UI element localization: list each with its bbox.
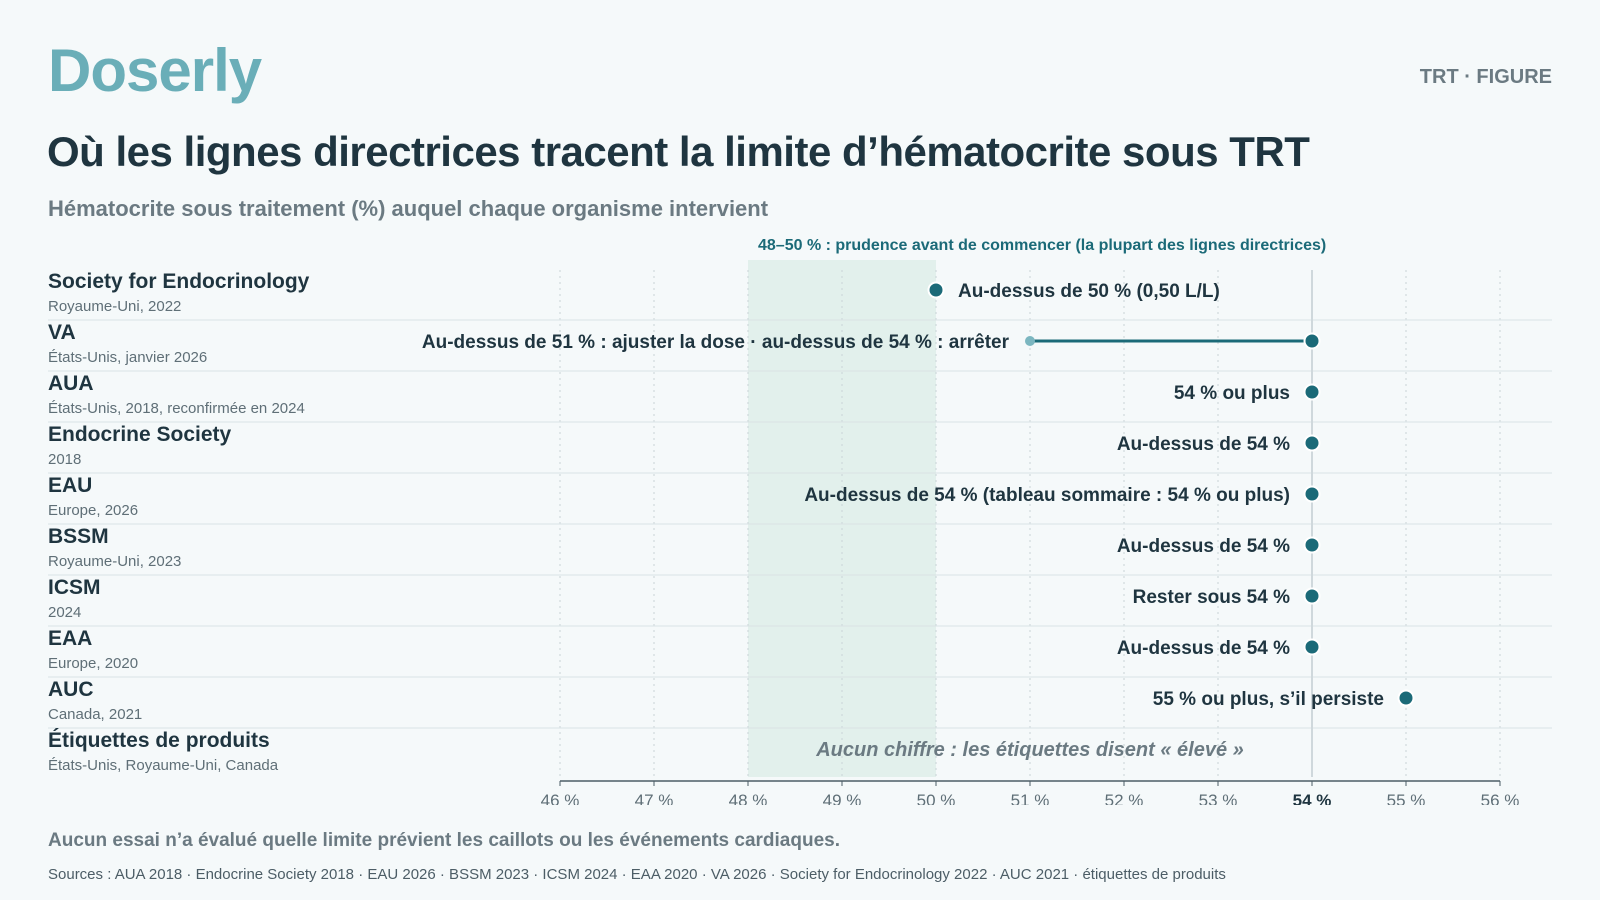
threshold-point <box>1303 383 1321 401</box>
row-name: ICSM <box>48 576 101 599</box>
row-detail: États-Unis, 2018, reconfirmée en 2024 <box>48 400 305 417</box>
row-name: Endocrine Society <box>48 423 232 446</box>
data-label: 55 % ou plus, s’il persiste <box>1153 689 1384 710</box>
row-name: VA <box>48 321 76 344</box>
x-tick-label: 56 % <box>1481 791 1520 805</box>
x-tick-label: 52 % <box>1105 791 1144 805</box>
row-detail: 2024 <box>48 604 81 621</box>
row-name: EAU <box>48 474 92 497</box>
row-detail: Europe, 2026 <box>48 502 138 519</box>
sources-line: Sources : AUA 2018 · Endocrine Society 2… <box>48 866 1226 883</box>
data-label: Au-dessus de 54 % (tableau sommaire : 54… <box>804 485 1290 506</box>
row-detail: Royaume-Uni, 2023 <box>48 553 181 570</box>
figure-tag: TRT · FIGURE <box>1419 66 1552 88</box>
threshold-point <box>1303 638 1321 656</box>
threshold-point <box>1303 587 1321 605</box>
x-tick-label: 53 % <box>1199 791 1238 805</box>
guideline-dot-chart: 48–50 % : prudence avant de commencer (l… <box>48 237 1552 805</box>
x-tick-label: 50 % <box>917 791 956 805</box>
data-label: Au-dessus de 54 % <box>1117 536 1290 557</box>
row-detail: Europe, 2020 <box>48 655 138 672</box>
data-label: Au-dessus de 50 % (0,50 L/L) <box>958 281 1220 302</box>
brand-logo: Doserly <box>48 37 262 104</box>
footnote: Aucun essai n’a évalué quelle limite pré… <box>48 830 840 851</box>
row-name: AUC <box>48 678 94 701</box>
threshold-point <box>1303 434 1321 452</box>
data-label: Au-dessus de 54 % <box>1117 638 1290 659</box>
row-detail: États-Unis, janvier 2026 <box>48 349 207 366</box>
row-name: Society for Endocrinology <box>48 270 310 293</box>
threshold-point <box>1303 485 1321 503</box>
x-tick-label: 49 % <box>823 791 862 805</box>
x-tick-label: 48 % <box>729 791 768 805</box>
x-tick-label: 55 % <box>1387 791 1426 805</box>
row-detail: Royaume-Uni, 2022 <box>48 298 181 315</box>
x-tick-label: 51 % <box>1011 791 1050 805</box>
x-tick-label: 54 % <box>1293 791 1332 805</box>
data-label: Au-dessus de 54 % <box>1117 434 1290 455</box>
threshold-point <box>927 281 945 299</box>
row-name: BSSM <box>48 525 109 548</box>
data-label: Au-dessus de 51 % : ajuster la dose · au… <box>422 332 1010 353</box>
row-name: AUA <box>48 372 94 395</box>
data-label: 54 % ou plus <box>1174 383 1290 404</box>
row-name: EAA <box>48 627 92 650</box>
threshold-point <box>1303 536 1321 554</box>
row-name: Étiquettes de produits <box>48 729 270 752</box>
chart-title: Où les lignes directrices tracent la lim… <box>47 128 1310 175</box>
x-tick-label: 46 % <box>541 791 580 805</box>
threshold-point <box>1303 332 1321 350</box>
row-detail: États-Unis, Royaume-Uni, Canada <box>48 757 279 774</box>
chart-subtitle: Hématocrite sous traitement (%) auquel c… <box>48 196 769 221</box>
row-detail: 2018 <box>48 451 81 468</box>
data-label: Rester sous 54 % <box>1133 587 1290 608</box>
range-low-point <box>1025 336 1035 346</box>
row-detail: Canada, 2021 <box>48 706 142 723</box>
x-tick-label: 47 % <box>635 791 674 805</box>
row-annotation: Aucun chiffre : les étiquettes disent « … <box>815 739 1244 761</box>
threshold-point <box>1397 689 1415 707</box>
caution-band-label: 48–50 % : prudence avant de commencer (l… <box>758 237 1326 254</box>
